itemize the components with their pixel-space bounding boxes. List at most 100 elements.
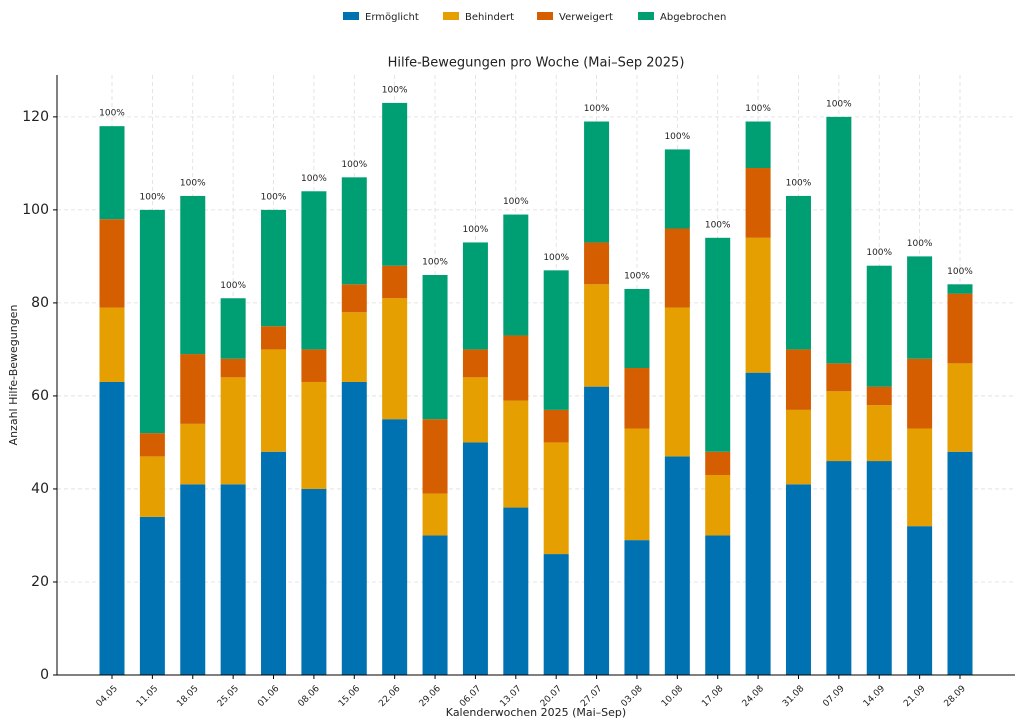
x-tick-label: 31.08 bbox=[781, 684, 806, 709]
bar-segment bbox=[907, 256, 933, 359]
bar-segment bbox=[907, 526, 933, 675]
bar-segment bbox=[705, 451, 731, 475]
bar-segment bbox=[947, 363, 973, 452]
bar-segment bbox=[584, 284, 610, 387]
bar-segment bbox=[220, 377, 246, 485]
y-tick-label: 80 bbox=[31, 295, 49, 311]
x-tick-label: 21.09 bbox=[902, 684, 927, 709]
bar-segment bbox=[584, 121, 610, 243]
total-label: 100% bbox=[584, 104, 610, 114]
legend-label: Verweigert bbox=[559, 12, 613, 23]
total-label: 100% bbox=[220, 281, 246, 291]
bar-segment bbox=[99, 307, 125, 382]
x-axis-label: Kalenderwochen 2025 (Mai–Sep) bbox=[446, 706, 626, 719]
bar-segment bbox=[745, 168, 771, 238]
bar-segment bbox=[422, 275, 448, 420]
x-tick-label: 10.08 bbox=[660, 684, 685, 709]
x-tick-label: 14.09 bbox=[862, 684, 887, 709]
bar-segment bbox=[180, 354, 206, 424]
total-label: 100% bbox=[341, 160, 367, 170]
bar-segment bbox=[503, 214, 529, 336]
bar-segment bbox=[180, 423, 206, 485]
y-tick-label: 20 bbox=[31, 574, 49, 590]
legend-label: Abgebrochen bbox=[660, 12, 726, 23]
bar-segment bbox=[503, 400, 529, 508]
bar-segment bbox=[462, 377, 488, 443]
x-tick-label: 15.06 bbox=[337, 684, 362, 709]
bar-segment bbox=[785, 195, 811, 350]
y-tick-label: 0 bbox=[40, 667, 49, 683]
bar-segment bbox=[139, 456, 165, 517]
bar-segment bbox=[664, 456, 690, 675]
bar-segment bbox=[745, 121, 771, 169]
bar-segment bbox=[745, 237, 771, 373]
x-tick-label: 25.05 bbox=[216, 684, 241, 709]
total-label: 100% bbox=[705, 220, 731, 230]
bar-segment bbox=[624, 288, 650, 369]
bar-segment bbox=[543, 270, 569, 410]
bar-segment bbox=[785, 349, 811, 410]
total-label: 100% bbox=[422, 258, 448, 268]
total-label: 100% bbox=[301, 174, 327, 184]
bar-segment bbox=[624, 428, 650, 541]
chart-title: Hilfe-Bewegungen pro Woche (Mai–Sep 2025… bbox=[388, 56, 685, 71]
bar-segment bbox=[99, 126, 125, 220]
total-label: 100% bbox=[624, 271, 650, 281]
legend-swatch bbox=[638, 12, 654, 20]
bar-segment bbox=[99, 381, 125, 675]
total-label: 100% bbox=[140, 192, 166, 202]
x-tick-label: 22.06 bbox=[377, 684, 402, 709]
bar-segment bbox=[705, 535, 731, 675]
bar-segment bbox=[664, 307, 690, 457]
x-tick-label: 03.08 bbox=[620, 684, 645, 709]
bar-segment bbox=[785, 409, 811, 485]
legend-label: Ermöglicht bbox=[365, 12, 419, 23]
x-tick-label: 24.08 bbox=[741, 684, 766, 709]
total-label: 100% bbox=[543, 253, 569, 263]
bar-segment bbox=[422, 535, 448, 675]
x-tick-label: 11.05 bbox=[135, 684, 160, 709]
bar-segment bbox=[341, 284, 367, 313]
total-label: 100% bbox=[786, 178, 812, 188]
bar-segment bbox=[826, 116, 852, 364]
bar-segment bbox=[180, 484, 206, 675]
total-label: 100% bbox=[664, 132, 690, 142]
bar-segment bbox=[99, 219, 125, 308]
bar-segment bbox=[341, 177, 367, 285]
bar-segment bbox=[301, 349, 327, 382]
bar-segment bbox=[382, 419, 408, 675]
x-tick-label: 28.09 bbox=[943, 684, 968, 709]
bar-segment bbox=[382, 298, 408, 420]
y-axis-label: Anzahl Hilfe-Bewegungen bbox=[7, 305, 20, 446]
x-tick-label: 08.06 bbox=[297, 684, 322, 709]
x-tick-label: 18.05 bbox=[175, 684, 200, 709]
total-label: 100% bbox=[826, 99, 852, 109]
bar-segment bbox=[947, 451, 973, 675]
y-tick-label: 100 bbox=[22, 202, 49, 218]
bar-segment bbox=[543, 409, 569, 443]
bar-segment bbox=[220, 358, 246, 378]
total-label: 100% bbox=[382, 85, 408, 95]
y-tick-label: 60 bbox=[31, 388, 49, 404]
legend-swatch bbox=[343, 12, 359, 20]
bar-segment bbox=[826, 391, 852, 462]
bar-segment bbox=[139, 209, 165, 434]
bar-segment bbox=[907, 428, 933, 527]
bar-segment bbox=[261, 451, 287, 675]
total-label: 100% bbox=[463, 225, 489, 235]
bar-segment bbox=[220, 298, 246, 359]
x-tick-label: 04.05 bbox=[95, 684, 120, 709]
y-tick-label: 40 bbox=[31, 481, 49, 497]
bar-segment bbox=[826, 461, 852, 675]
bar-segment bbox=[301, 488, 327, 675]
bar-segment bbox=[139, 516, 165, 675]
total-label: 100% bbox=[947, 267, 973, 277]
total-label: 100% bbox=[907, 239, 933, 249]
bar-segment bbox=[422, 419, 448, 494]
bar-segment bbox=[664, 228, 690, 308]
bar-segment bbox=[624, 540, 650, 675]
bar-segment bbox=[261, 209, 287, 327]
bar-segment bbox=[907, 358, 933, 429]
bar-segment bbox=[745, 372, 771, 675]
